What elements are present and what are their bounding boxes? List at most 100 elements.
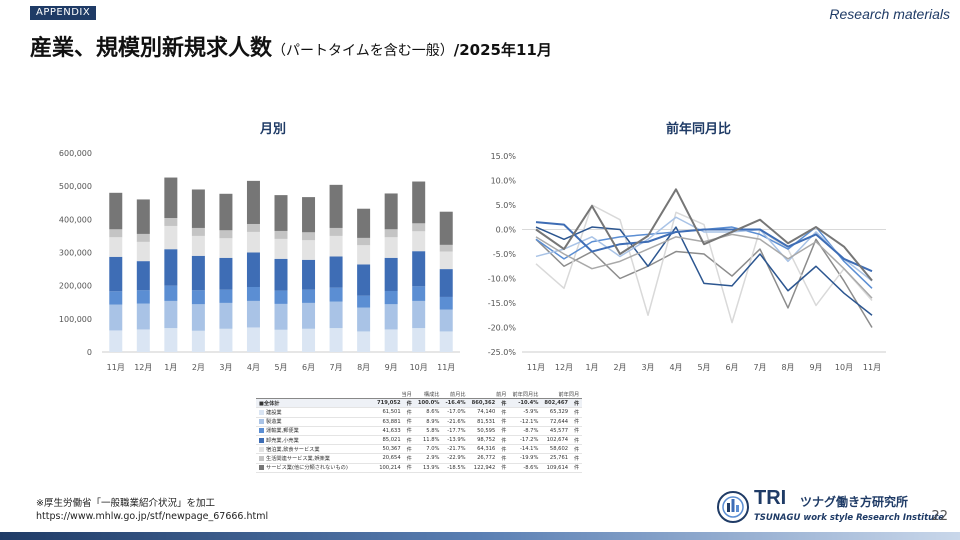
bar-segment (302, 289, 316, 303)
table-cell-text: 件 (574, 446, 580, 453)
bar-segment (302, 232, 316, 241)
bar-segment (274, 238, 288, 259)
series-line (535, 233, 873, 299)
table-cell: 98,752 (468, 435, 499, 446)
bar-segment (412, 223, 426, 232)
table-cell: 74,140 (468, 407, 499, 418)
table-cell: 65,329 (541, 407, 572, 418)
x-tick-label: 11月 (863, 363, 881, 372)
legend-swatch (259, 409, 264, 415)
bar-segment (191, 330, 205, 352)
table-cell: -10.4% (509, 398, 542, 409)
x-tick-label: 1月 (164, 363, 177, 372)
y-tick-label: 300,000 (59, 249, 92, 258)
bar-segment (109, 304, 123, 331)
y-tick-label: 0.0% (496, 226, 517, 235)
table-cell: 50,367 (374, 444, 404, 455)
table-cell: 建設業 (256, 407, 374, 418)
table-cell: -17.2% (509, 435, 542, 446)
table-cell-text: 件 (406, 437, 412, 444)
bar-segment (274, 290, 288, 304)
table-cell-text: 11.8% (422, 437, 440, 444)
table-row: サービス業(他に分類されないもの) 100,214 件 13.9% -18.5% 122,… (256, 463, 583, 473)
table-cell: -17.7% (442, 426, 469, 436)
table-cell: 860,362 (468, 398, 499, 409)
legend-swatch (259, 446, 264, 452)
x-tick-label: 10月 (410, 363, 428, 372)
bar-segment (412, 231, 426, 252)
table-cell-text: 81,531 (477, 418, 496, 425)
table-cell: -16.4% (442, 398, 469, 409)
table-cell-text: 719,052 (377, 400, 401, 407)
legend-swatch (259, 428, 264, 434)
table-cell-text: 件 (501, 400, 507, 407)
bar-segment (136, 199, 150, 234)
table-cell: 109,614 (541, 463, 572, 473)
bar-segment (219, 193, 233, 231)
table-header: 前月 (468, 390, 510, 400)
bar-chart-title: 月別 (260, 122, 287, 137)
x-tick-label: 6月 (302, 363, 315, 372)
y-tick-label: 500,000 (59, 182, 92, 191)
bar-segment (164, 285, 178, 301)
table-cell: 26,772 (468, 453, 499, 464)
table-cell-text: 件 (574, 465, 580, 472)
bar-segment (384, 290, 398, 305)
table-cell: -22.9% (442, 453, 469, 464)
table-cell-text: -14.1% (520, 446, 539, 453)
table-cell: 100.0% (414, 398, 443, 409)
line-chart: 15.0% 10.0% 5.0% 0.0% -5.0% -10.0% -15.0% -20.0… (488, 152, 886, 372)
bar-segment (246, 223, 260, 232)
table-cell-text: ■全体計 (259, 400, 280, 407)
table-cell: 802,467 (541, 398, 572, 409)
table-cell: 生活関連サービス業,娯楽業 (256, 453, 374, 464)
table-cell-text: 製造業 (266, 419, 282, 426)
x-tick-label: 5月 (697, 363, 710, 372)
bar-segment (274, 303, 288, 330)
bar-segment (109, 256, 123, 292)
table-cell-text: 100,214 (379, 464, 401, 471)
table-cell-text: 運輸業,郵便業 (266, 428, 299, 435)
table-cell-text: 宿泊業,飲食サービス業 (266, 446, 320, 453)
bar-segment (219, 302, 233, 329)
bar-segment (439, 309, 453, 332)
source-url[interactable]: https://www.mhlw.go.jp/stf/newpage_67666… (36, 511, 269, 522)
bar-segment (439, 331, 453, 352)
table-cell-text: 85,021 (382, 437, 401, 444)
table-cell: 件 (571, 463, 583, 473)
bar-segment (136, 241, 150, 262)
table-cell-text: 74,140 (477, 409, 496, 416)
bar-segment (384, 193, 398, 230)
bar-segment (357, 208, 371, 238)
x-tick-label: 7月 (330, 363, 343, 372)
table-cell: 件 (498, 463, 510, 473)
x-tick-label: 9月 (385, 363, 398, 372)
bar-segment (136, 233, 150, 242)
x-tick-label: 4月 (247, 363, 260, 372)
table-cell: 件 (571, 407, 583, 418)
table-cell-text: -5.9% (523, 409, 539, 416)
table-cell-text: 件 (406, 428, 412, 435)
table-cell: -18.5% (442, 463, 469, 473)
table-row: 卸売業,小売業 85,021 件 11.8% -13.9% 98,752 件 -17.2% 10… (256, 435, 583, 446)
table-header: 当月 (374, 390, 415, 400)
table-cell: 件 (403, 426, 415, 436)
series-line (535, 216, 873, 282)
bar-segment (384, 257, 398, 291)
bar-segment (439, 244, 453, 252)
table-row: 製造業 63,881 件 8.9% -21.6% 81,531 件 -12.1% 72,644 件 (256, 417, 583, 427)
bar-segment (164, 328, 178, 352)
table-row: 運輸業,郵便業 41,633 件 5.8% -17.7% 50,595 件 -8.7% 45,5… (256, 426, 583, 436)
table-cell: 件 (571, 453, 583, 464)
bar-segment (219, 238, 233, 258)
y-tick-label: 600,000 (59, 149, 92, 158)
table-cell: 件 (571, 444, 583, 455)
x-tick-label: 10月 (835, 363, 853, 372)
table-cell: -19.9% (509, 453, 542, 464)
table-cell-text: 建設業 (266, 409, 282, 416)
table-cell: -13.9% (442, 435, 469, 446)
bar-segment (191, 304, 205, 331)
table-cell: 件 (403, 453, 415, 464)
y-tick-label: 200,000 (59, 282, 92, 291)
table-cell-text: 5.8% (426, 427, 440, 434)
